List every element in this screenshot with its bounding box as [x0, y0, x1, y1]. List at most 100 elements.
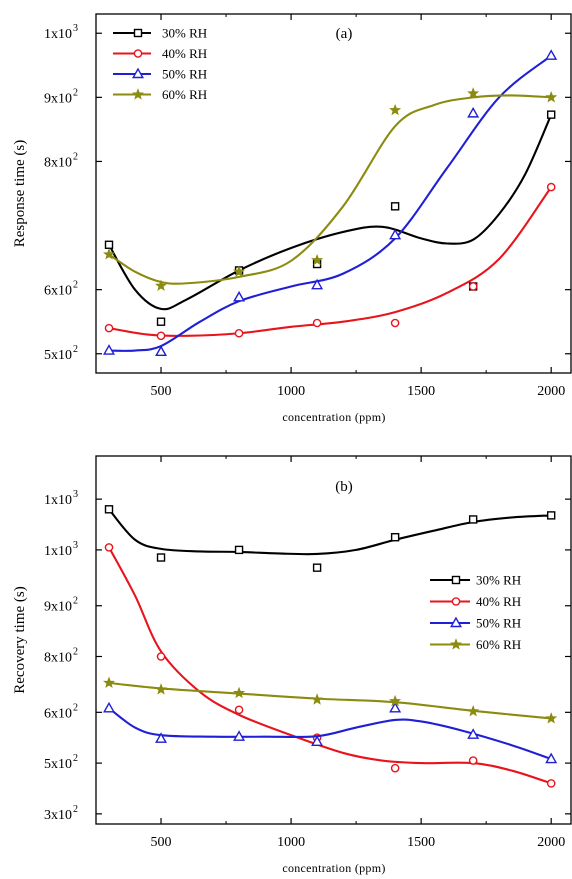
y-tick-exponent: 2: [73, 596, 78, 607]
data-point: [104, 543, 114, 552]
y-tick-mantissa: 8x10: [44, 155, 72, 170]
y-tick-exponent: 3: [73, 540, 78, 551]
y-tick-mantissa: 1x10: [44, 493, 72, 508]
y-axis-title: Response time (s): [12, 140, 28, 247]
y-tick-mantissa: 5x10: [44, 757, 72, 772]
y-tick-label: 5x10: [44, 348, 72, 363]
data-point: [156, 652, 166, 661]
y-tick-exponent: 2: [73, 753, 78, 764]
x-tick-label: 1000: [277, 384, 305, 399]
data-point: [389, 103, 402, 116]
data-point: [546, 511, 556, 520]
legend-label: 30% RH: [162, 26, 207, 41]
y-tick-exponent: 2: [73, 646, 78, 657]
legend-marker: [451, 575, 461, 585]
y-tick-exponent: 2: [73, 804, 78, 815]
x-tick-label: 2000: [537, 835, 565, 850]
data-point: [234, 705, 244, 715]
legend-marker: [131, 88, 145, 100]
series-60-rh: [102, 87, 558, 291]
legend-entry: 50% RH: [430, 616, 521, 631]
data-point: [390, 533, 400, 542]
y-tick-exponent: 3: [73, 23, 78, 34]
y-tick-mantissa: 1x10: [44, 27, 72, 42]
legend-entry: 40% RH: [113, 46, 207, 61]
data-point: [468, 756, 478, 765]
data-point: [102, 248, 116, 260]
y-tick-label: 9x10: [44, 91, 72, 106]
data-point: [390, 202, 400, 211]
legend-label: 50% RH: [162, 67, 207, 82]
data-point: [545, 91, 558, 103]
y-tick-mantissa: 8x10: [44, 650, 72, 665]
y-tick-mantissa: 9x10: [44, 91, 72, 106]
data-point: [311, 278, 324, 290]
y-tick-mantissa: 6x10: [44, 284, 72, 299]
data-point: [546, 779, 556, 788]
y-tick-label: 3x10: [44, 808, 72, 823]
series-line: [108, 508, 552, 556]
series-60-rh: [102, 676, 558, 724]
data-point: [156, 553, 166, 562]
y-tick-mantissa: 5x10: [44, 348, 72, 363]
data-point: [311, 693, 324, 705]
y-tick-exponent: 3: [73, 489, 78, 500]
data-point: [545, 752, 558, 764]
y-tick-mantissa: 9x10: [44, 600, 72, 615]
panel-label: (b): [335, 479, 353, 495]
y-axis-title: Recovery time (s): [12, 586, 28, 693]
data-point: [103, 701, 116, 713]
data-point: [545, 49, 558, 60]
series-line: [108, 681, 552, 720]
y-tick-label: 8x10: [44, 155, 72, 170]
data-point: [467, 728, 480, 739]
data-point: [155, 345, 168, 357]
data-point: [546, 110, 556, 119]
y-tick-exponent: 2: [73, 280, 78, 291]
y-tick-label: 9x10: [44, 600, 72, 615]
y-tick-mantissa: 3x10: [44, 808, 72, 823]
series-50-rh: [103, 701, 558, 764]
legend-label: 40% RH: [162, 46, 207, 61]
y-tick-label: 6x10: [44, 706, 72, 721]
series-30-rh: [104, 110, 556, 326]
y-tick-label: 1x10: [44, 493, 72, 508]
data-point: [546, 182, 556, 192]
legend-entry: 60% RH: [113, 87, 207, 102]
plot-frame: [95, 13, 572, 374]
legend-entry: 50% RH: [113, 67, 207, 82]
data-point: [311, 253, 324, 266]
data-point: [156, 317, 166, 326]
x-tick-label: 500: [151, 835, 172, 850]
y-tick-exponent: 2: [73, 87, 78, 98]
legend-label: 50% RH: [476, 616, 521, 631]
data-point: [468, 282, 478, 291]
x-axis-title: concentration (ppm): [282, 410, 385, 424]
data-point: [467, 87, 480, 99]
data-point: [156, 331, 166, 341]
x-axis-title: concentration (ppm): [282, 861, 385, 875]
data-point: [389, 694, 402, 707]
data-point: [312, 563, 322, 572]
data-point: [234, 328, 244, 338]
data-point: [104, 323, 114, 333]
data-point: [389, 701, 402, 713]
series-30-rh: [104, 505, 556, 572]
data-point: [467, 106, 480, 118]
y-tick-label: 8x10: [44, 650, 72, 665]
plot-frame: [95, 455, 572, 825]
y-tick-mantissa: 1x10: [44, 544, 72, 559]
data-point: [155, 732, 168, 743]
series-line: [108, 707, 552, 761]
x-tick-label: 2000: [537, 384, 565, 399]
legend-marker: [449, 638, 463, 650]
legend-label: 30% RH: [476, 573, 521, 588]
data-point: [311, 735, 324, 746]
data-point: [389, 228, 402, 240]
legend-marker: [133, 49, 143, 58]
series-50-rh: [103, 49, 558, 357]
data-point: [104, 240, 114, 249]
